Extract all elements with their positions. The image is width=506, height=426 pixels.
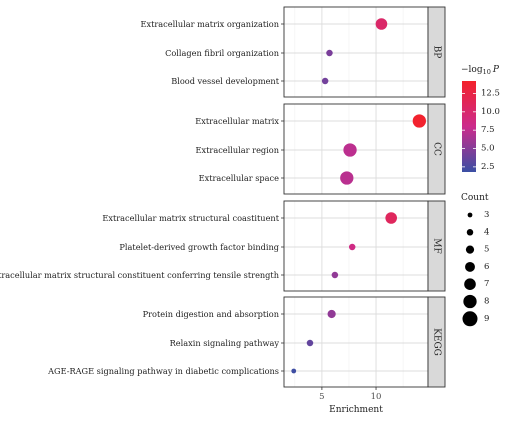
x-tick-label: 5 xyxy=(319,392,324,402)
size-legend-label: 5 xyxy=(484,245,489,255)
category-label: Extracellular matrix organization xyxy=(141,19,280,29)
data-point xyxy=(306,339,314,347)
data-point xyxy=(348,243,356,251)
facet-strip xyxy=(427,296,446,388)
data-point xyxy=(291,368,297,374)
size-legend-label: 3 xyxy=(484,210,489,220)
legend: −log10 P 12.5 10.0 7.5 5.0 2.5 Count 3 4 5 6 7 8 9 xyxy=(461,65,500,327)
data-point xyxy=(321,77,329,85)
size-legend-key xyxy=(465,261,475,272)
category-label: Extracellular matrix structural coastitu… xyxy=(102,213,279,223)
facet-panel-bp: BP Extracellular matrix organization Colla… xyxy=(141,6,446,98)
x-axis: 5 10 Enrichment xyxy=(319,387,383,415)
category-label: Extracellular matrix structural constitu… xyxy=(0,270,280,280)
x-axis-title: Enrichment xyxy=(329,405,383,415)
facet-strip-label: KEGG xyxy=(432,328,442,356)
category-label: Extracellular space xyxy=(199,173,280,183)
facet-strip-label: BP xyxy=(432,46,442,59)
data-point xyxy=(331,271,339,279)
data-point xyxy=(326,49,333,57)
category-label: Protein digestion and absorption xyxy=(143,309,280,319)
category-label: Extracellular matrix xyxy=(195,116,279,126)
x-tick-label: 10 xyxy=(371,392,382,402)
facet-strip xyxy=(427,6,446,98)
data-point xyxy=(385,212,397,224)
facet-strip-label: CC xyxy=(432,142,442,156)
size-legend-label: 9 xyxy=(484,314,489,324)
size-legend-label: 4 xyxy=(484,227,489,237)
facet-panel-cc: CC Extracellular matrix Extracellular regi… xyxy=(195,103,446,195)
category-label: Collagen fibril organization xyxy=(165,48,280,58)
size-legend-key xyxy=(464,278,476,291)
size-legend-key xyxy=(466,229,474,236)
data-point xyxy=(343,143,357,157)
panel-background xyxy=(284,201,428,291)
size-legend-key xyxy=(462,311,478,327)
colorbar xyxy=(462,81,476,172)
panel-background xyxy=(284,7,428,97)
color-legend-title: −log10 P xyxy=(461,65,500,76)
panel-background xyxy=(284,297,428,387)
facet-panel-mf: MF Extracellular matrix structural coasti… xyxy=(0,200,446,292)
data-point xyxy=(412,114,426,128)
facet-strip xyxy=(427,200,446,292)
size-legend-title: Count xyxy=(461,193,489,203)
facet-strip xyxy=(427,103,446,195)
category-label: Blood vessel development xyxy=(171,76,280,86)
colorbar-tick-label: 2.5 xyxy=(481,162,495,172)
colorbar-tick-label: 12.5 xyxy=(481,88,500,98)
size-legend-label: 7 xyxy=(484,279,489,289)
data-point xyxy=(375,18,388,30)
category-label: Platelet-derived growth factor binding xyxy=(119,242,279,252)
colorbar-tick-label: 10.0 xyxy=(481,107,500,117)
category-label: Extracellular region xyxy=(196,145,280,155)
data-point xyxy=(340,171,354,185)
facet-panel-kegg: KEGG Protein digestion and absorption Rela… xyxy=(47,296,446,388)
panels-layer: BP Extracellular matrix organization Colla… xyxy=(0,6,446,388)
category-label: AGE-RAGE signaling pathway in diabetic c… xyxy=(47,366,279,376)
colorbar-tick-label: 5.0 xyxy=(481,144,495,154)
size-legend-key xyxy=(465,245,475,254)
category-label: Relaxin signaling pathway xyxy=(170,338,280,348)
colorbar-tick-label: 7.5 xyxy=(481,125,495,135)
size-legend-key xyxy=(463,294,477,309)
facet-strip-label: MF xyxy=(432,238,442,253)
size-legend-label: 8 xyxy=(484,297,489,307)
size-legend-label: 6 xyxy=(484,262,489,272)
data-point xyxy=(327,309,336,319)
size-legend-key xyxy=(467,212,473,218)
